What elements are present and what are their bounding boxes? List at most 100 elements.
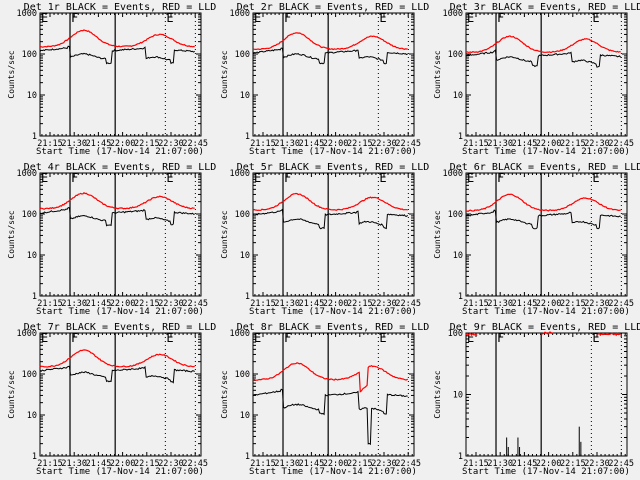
plot-frame: [39, 332, 202, 457]
series-events: [465, 209, 621, 230]
series-lld: [465, 35, 621, 54]
y-tick-label: 1: [245, 452, 250, 462]
x-axis-title: Start Time (17-Nov-14 21:07:00): [249, 467, 417, 477]
y-axis-label: Counts/sec: [220, 370, 229, 418]
y-tick-label: 1000: [17, 329, 37, 339]
x-tick-label: 22:15: [134, 299, 160, 309]
marker-label-E: E: [41, 11, 48, 25]
plot-frame: [465, 332, 628, 457]
marker-label-E: E: [41, 331, 48, 345]
x-tick-label: 21:15: [463, 459, 489, 469]
x-tick-label: 22:00: [323, 139, 349, 149]
x-tick-label: 22:45: [608, 459, 634, 469]
y-tick-label: 1: [458, 132, 463, 142]
panel-title: Det 4r BLACK = Events, RED = LLD: [24, 162, 217, 173]
marker-label-F: F: [497, 171, 504, 185]
y-axis-label: Counts/sec: [433, 210, 442, 258]
x-tick-label: 21:45: [86, 299, 112, 309]
panel-title: Det 7r BLACK = Events, RED = LLD: [24, 322, 217, 333]
y-tick-label: 1000: [17, 9, 37, 19]
x-tick-label: 21:30: [487, 139, 513, 149]
y-tick-label: 10: [453, 391, 463, 401]
x-axis-title: Start Time (17-Nov-14 21:07:00): [36, 147, 204, 157]
x-axis-title: Start Time (17-Nov-14 21:07:00): [462, 147, 630, 157]
y-tick-label: 10: [453, 91, 463, 101]
x-tick-label: 22:15: [560, 459, 586, 469]
panel-3: Det 3r BLACK = Events, RED = LLD 1 10 100 10…: [433, 2, 640, 157]
x-tick-label: 22:00: [110, 459, 136, 469]
x-tick-label: 22:45: [608, 299, 634, 309]
x-tick-label: 21:30: [487, 299, 513, 309]
y-axis-label: Counts/sec: [433, 370, 442, 418]
panel-title: Det 9r BLACK = Events, RED = LLD: [450, 322, 640, 333]
x-tick-label: 22:00: [536, 299, 562, 309]
panel-title: Det 1r BLACK = Events, RED = LLD: [24, 2, 217, 13]
y-tick-label: 1: [458, 452, 463, 462]
y-tick-label: 1: [32, 292, 37, 302]
x-tick-label: 22:00: [536, 139, 562, 149]
x-tick-label: 21:45: [299, 299, 325, 309]
x-tick-label: 21:15: [250, 459, 276, 469]
y-tick-label: 10: [27, 91, 37, 101]
x-tick-label: 22:45: [395, 299, 421, 309]
series-events: [39, 207, 195, 227]
y-tick-label: 1: [458, 292, 463, 302]
y-axis-label: Counts/sec: [7, 50, 16, 98]
panel-8: Det 8r BLACK = Events, RED = LLD 1 10 100 10…: [220, 322, 429, 477]
x-axis-title: Start Time (17-Nov-14 21:07:00): [249, 147, 417, 157]
y-tick-label: 100: [235, 50, 250, 60]
x-tick-label: 22:00: [110, 299, 136, 309]
x-tick-label: 21:15: [37, 299, 63, 309]
marker-label-F: F: [284, 11, 291, 25]
y-tick-label: 100: [448, 329, 463, 339]
x-tick-label: 21:15: [250, 299, 276, 309]
panel-2: Det 2r BLACK = Events, RED = LLD 1 10 100 10…: [220, 2, 429, 157]
marker-label-E: E: [467, 171, 474, 185]
marker-label-E: E: [254, 331, 261, 345]
x-axis-title: Start Time (17-Nov-14 21:07:00): [36, 467, 204, 477]
marker-label-E: E: [254, 11, 261, 25]
x-axis-title: Start Time (17-Nov-14 21:07:00): [462, 467, 630, 477]
marker-label-E: E: [467, 331, 474, 345]
y-tick-label: 100: [448, 50, 463, 60]
panel-title: Det 2r BLACK = Events, RED = LLD: [237, 2, 430, 13]
y-tick-label: 10: [27, 251, 37, 261]
series-events: [252, 208, 409, 230]
marker-label-E: E: [592, 331, 599, 345]
x-tick-label: 21:30: [61, 139, 87, 149]
y-axis-label: Counts/sec: [433, 50, 442, 98]
x-tick-label: 21:45: [299, 459, 325, 469]
x-axis-title: Start Time (17-Nov-14 21:07:00): [36, 307, 204, 317]
panel-title: Det 6r BLACK = Events, RED = LLD: [450, 162, 640, 173]
marker-label-E: E: [379, 171, 386, 185]
plot-frame: [252, 12, 415, 137]
marker-label-E: E: [166, 171, 173, 185]
x-tick-label: 22:45: [608, 139, 634, 149]
x-tick-label: 21:45: [512, 299, 538, 309]
panel-4: Det 4r BLACK = Events, RED = LLD 1 10 100 10…: [7, 162, 216, 317]
series-events: [252, 47, 408, 65]
marker-label-E: E: [379, 331, 386, 345]
x-tick-label: 21:15: [463, 139, 489, 149]
x-tick-label: 22:30: [584, 139, 610, 149]
x-tick-label: 21:45: [512, 139, 538, 149]
y-tick-label: 100: [448, 210, 463, 220]
plot-frame: [252, 332, 415, 457]
y-tick-label: 1000: [17, 169, 37, 179]
x-tick-label: 21:45: [86, 139, 112, 149]
marker-label-E: E: [41, 171, 48, 185]
x-tick-label: 21:15: [37, 459, 63, 469]
y-tick-label: 100: [235, 370, 250, 380]
y-axis-label: Counts/sec: [220, 50, 229, 98]
x-tick-label: 21:30: [274, 299, 300, 309]
y-axis-label: Counts/sec: [220, 210, 229, 258]
series-lld: [252, 32, 408, 51]
y-tick-label: 10: [453, 251, 463, 261]
y-tick-label: 10: [27, 411, 37, 421]
x-tick-label: 21:30: [61, 459, 87, 469]
plot-frame: [465, 12, 628, 137]
x-tick-label: 22:30: [371, 459, 397, 469]
x-tick-label: 21:15: [37, 139, 63, 149]
x-tick-label: 21:30: [274, 459, 300, 469]
panel-6: Det 6r BLACK = Events, RED = LLD 1 10 100 10…: [433, 162, 640, 317]
